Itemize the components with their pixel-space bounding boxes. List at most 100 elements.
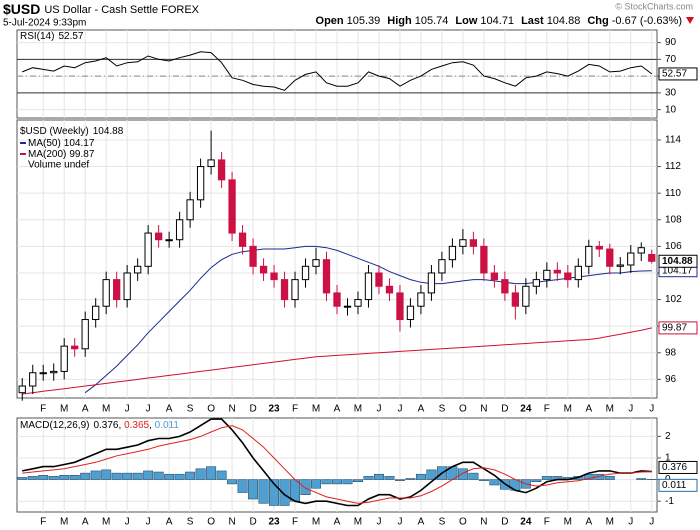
histogram-bar <box>394 479 405 481</box>
legend-value: 0.011 <box>155 420 180 431</box>
x-tick-label: S <box>187 404 194 415</box>
candle-body <box>627 252 635 266</box>
candle-body <box>228 179 236 234</box>
x-tick-label: F <box>544 404 550 415</box>
x-tick-label: J <box>397 517 402 528</box>
x-tick-label: M <box>564 404 572 415</box>
candle-body <box>637 247 645 254</box>
rsi-line <box>22 51 653 91</box>
x-tick-label: J <box>628 517 633 528</box>
histogram-bar <box>332 479 342 485</box>
x-tick-label: N <box>480 517 487 528</box>
quote-value: 105.39 <box>347 15 381 27</box>
candle-body <box>280 279 289 301</box>
candle-body <box>574 265 582 281</box>
candle-body <box>438 259 446 274</box>
macd-line <box>22 425 652 504</box>
histogram-bar <box>258 479 269 504</box>
legend-value: 0.376 <box>93 420 118 431</box>
candle-body <box>123 272 131 301</box>
x-tick-label: M <box>102 404 110 415</box>
x-tick-label: M <box>60 517 68 528</box>
quote-value: 105.74 <box>415 15 449 27</box>
quote-label: High <box>387 15 412 27</box>
histogram-bar <box>90 470 101 480</box>
x-tick-label: 23 <box>268 404 280 415</box>
histogram-bar <box>237 479 248 493</box>
candle-body <box>396 292 404 321</box>
candle-body <box>564 272 572 281</box>
security-name: US Dollar - Cash Settle FOREX <box>44 4 199 16</box>
x-tick-label: O <box>207 517 215 528</box>
x-tick-label: M <box>312 517 320 528</box>
x-tick-label: A <box>82 517 89 528</box>
x-tick-label: J <box>146 517 151 528</box>
legend-name: MA(200) <box>28 149 66 160</box>
down-arrow <box>686 17 694 24</box>
y-tick-label: 96 <box>665 374 677 385</box>
histogram-bar <box>604 476 615 480</box>
value-box <box>658 478 698 492</box>
y-tick-label: 106 <box>665 241 682 252</box>
histogram-bar <box>583 473 594 480</box>
candle-body <box>606 248 614 267</box>
histogram-bar <box>80 472 91 480</box>
y-tick-label: 70 <box>665 54 677 65</box>
histogram-bar <box>185 471 196 480</box>
x-tick-label: M <box>606 404 614 415</box>
histogram-bar <box>206 466 217 480</box>
quote: Open 105.39 High 105.74 Low 104.71 Last 104.88 C… <box>316 15 682 27</box>
histogram-bar <box>59 475 70 480</box>
x-tick-label: O <box>459 404 467 415</box>
histogram-bar <box>468 472 479 480</box>
legend-value: 104.17 <box>64 138 95 149</box>
candle-body <box>39 372 47 375</box>
x-tick-label: M <box>312 404 320 415</box>
candle-body <box>102 279 110 307</box>
x-tick-label: J <box>649 404 654 415</box>
candle-body <box>196 166 205 201</box>
x-tick-label: J <box>397 404 402 415</box>
value-box <box>658 321 698 335</box>
histogram-bar <box>27 476 38 480</box>
x-tick-label: F <box>544 517 550 528</box>
candle-body <box>585 245 593 267</box>
histogram-bar <box>363 476 374 480</box>
candle-body <box>511 292 520 307</box>
candle-body <box>459 239 467 247</box>
histogram-bar <box>122 472 133 480</box>
histogram-bar <box>132 472 143 480</box>
histogram-bar <box>101 469 112 480</box>
x-tick-label: J <box>628 404 633 415</box>
candle-body <box>270 272 278 281</box>
histogram-bar <box>489 479 500 486</box>
candle-body <box>238 232 247 247</box>
quote-label: Low <box>455 15 477 27</box>
x-tick-label: J <box>376 517 381 528</box>
x-tick-label: A <box>334 404 341 415</box>
histogram-bar <box>143 470 154 480</box>
histogram-bar <box>195 468 206 480</box>
legend-entry: RSI(14) 52.57 <box>20 31 84 42</box>
candle-body <box>490 272 499 281</box>
candle-body <box>364 272 373 301</box>
y-tick-label: 102 <box>665 294 682 305</box>
x-tick-label: A <box>585 404 592 415</box>
y-tick-label: 1 <box>665 453 671 464</box>
x-tick-label: 23 <box>268 517 280 528</box>
x-tick-label: J <box>125 517 130 528</box>
x-tick-label: 24 <box>520 404 532 415</box>
candle-body <box>92 305 100 321</box>
quote-value: -0.67 <box>612 15 637 27</box>
x-tick-label: M <box>102 517 110 528</box>
histogram-bar <box>48 476 59 480</box>
candle-body <box>259 265 268 274</box>
histogram-bar <box>17 477 28 480</box>
x-tick-label: A <box>418 517 425 528</box>
histogram-bar <box>216 470 227 480</box>
legend-value: 104.88 <box>93 126 124 137</box>
legend-separator: , <box>149 420 155 431</box>
legend-entry: $USD (Weekly) 104.88 <box>20 126 124 137</box>
histogram-bar <box>636 478 647 480</box>
